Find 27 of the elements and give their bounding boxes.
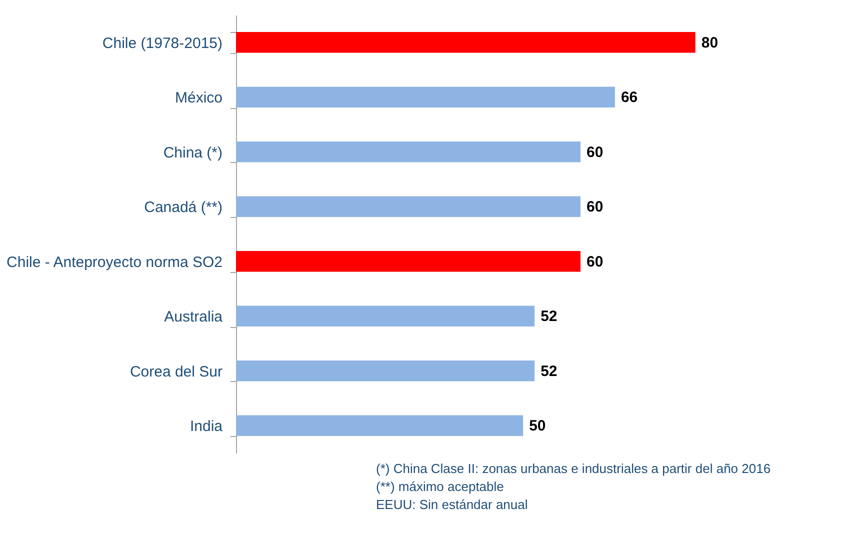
- data-label: 60: [586, 253, 604, 270]
- bar: [236, 196, 581, 218]
- bar: [236, 250, 581, 272]
- data-label: 66: [620, 89, 638, 106]
- bar: [236, 360, 535, 382]
- data-label: 50: [529, 418, 546, 435]
- y-tick-label: México: [174, 90, 222, 107]
- data-label: 80: [701, 34, 718, 52]
- text: (**) máximo aceptable: [376, 479, 504, 494]
- text: (*) China Clase II: zonas urbanas e industriales a partir del año 2016: [376, 461, 771, 476]
- bar: [236, 306, 535, 327]
- bar: [236, 415, 524, 436]
- y-tick-label: India: [190, 418, 224, 436]
- y-tick-label: Corea del Sur: [130, 363, 222, 380]
- data-label: 52: [540, 362, 558, 380]
- data-label: 60: [586, 198, 604, 216]
- y-tick-label: Chile (1978-2015): [102, 34, 222, 52]
- bar: [236, 32, 696, 53]
- bar: [236, 141, 581, 162]
- text: EEUU: Sin estándar anual: [376, 497, 528, 512]
- y-tick-label: Chile - Anteproyecto norma SO2: [6, 254, 222, 271]
- y-tick-label: Canadá (**): [144, 199, 222, 216]
- bar: [236, 86, 615, 108]
- data-label: 60: [586, 144, 604, 161]
- data-label: 52: [540, 308, 558, 326]
- y-tick-label: Australia: [164, 308, 224, 326]
- y-tick-label: China (*): [163, 144, 223, 162]
